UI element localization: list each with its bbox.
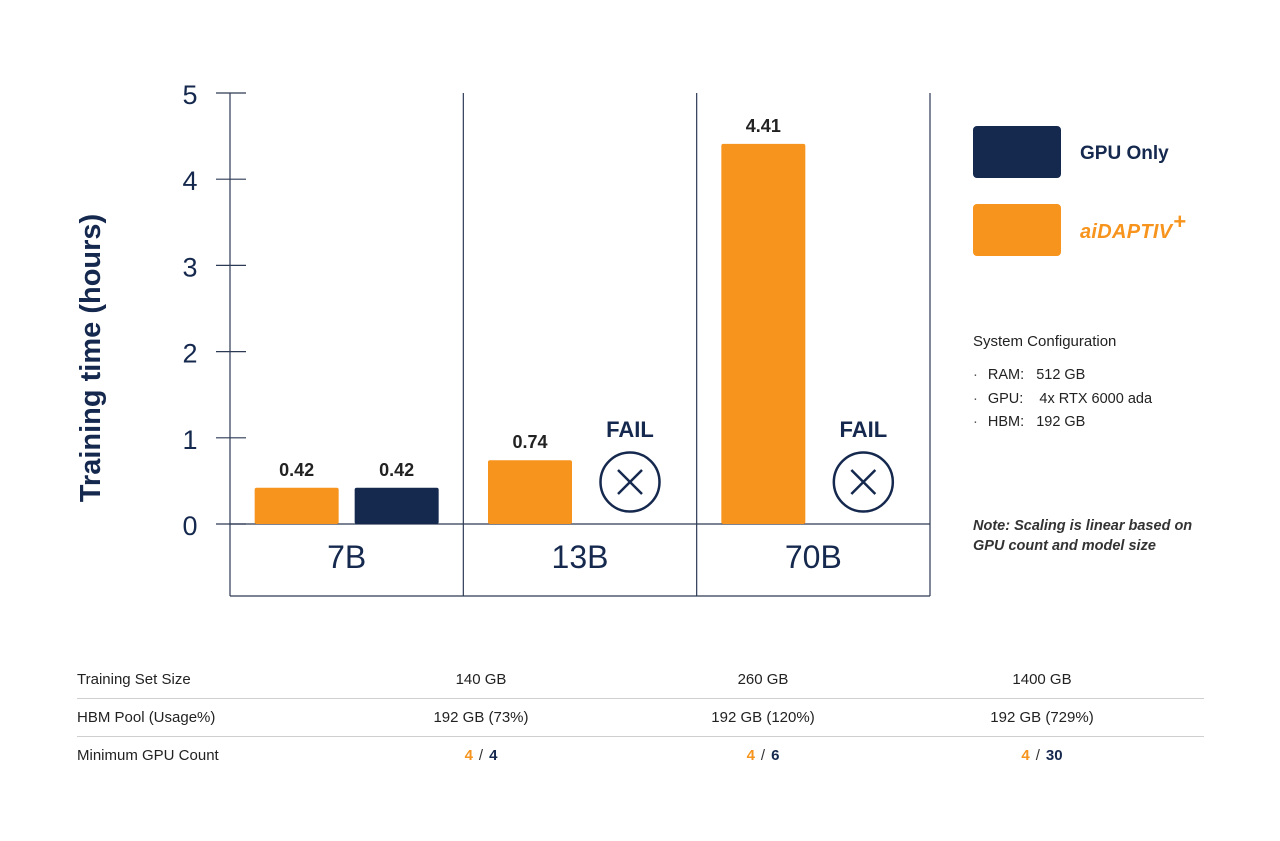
fail-label: FAIL — [606, 417, 654, 442]
cell-13b: 260 GB — [737, 671, 789, 688]
table-row: Minimum GPU Count 4 / 4 4 / 6 4 / 30 — [77, 737, 1204, 774]
scaling-note: Note: Scaling is linear based on GPU cou… — [973, 518, 1193, 554]
system-config-ram: · RAM: 512 GB — [973, 367, 1085, 383]
aidaptiv-logo-plus: + — [1173, 209, 1187, 234]
bar — [488, 460, 572, 524]
category-label: 13B — [552, 539, 609, 575]
aidaptiv-logo-text: aiDAPTIV — [1080, 221, 1173, 243]
y-tick-label: 1 — [182, 425, 197, 455]
chart: Training time (hours) 0 1 2 3 4 5 7B 13B 70B 0.42… — [75, 80, 931, 597]
y-tick-label: 4 — [182, 166, 197, 196]
cell-13b: 192 GB (120%) — [711, 709, 815, 726]
cell-7b: 140 GB — [455, 671, 507, 688]
gpu-count-7b: 4 / 4 — [381, 747, 581, 764]
legend-label-gpu-only: GPU Only — [1080, 143, 1169, 164]
row-label: Training Set Size — [77, 671, 191, 688]
bar — [354, 487, 439, 524]
fail-label: FAIL — [839, 417, 887, 442]
fail-icon — [599, 451, 661, 513]
system-config-title: System Configuration — [973, 333, 1117, 350]
legend-swatch-gpu-only — [973, 126, 1061, 178]
gpu-label: GPU: — [987, 391, 1024, 407]
row-label: HBM Pool (Usage%) — [77, 709, 216, 726]
table-row: Training Set Size 140 GB 260 GB 1400 GB — [77, 661, 1204, 699]
fail-icon-stroke — [617, 469, 643, 495]
ram-label: RAM: — [987, 367, 1025, 383]
cell-7b: 192 GB (73%) — [433, 709, 529, 726]
hbm-label: HBM: — [987, 414, 1025, 430]
separator: / — [478, 747, 484, 764]
cell-70b: 192 GB (729%) — [990, 709, 1094, 726]
system-config-hbm: · HBM: 192 GB — [973, 414, 1085, 430]
y-tick-label: 0 — [182, 511, 197, 541]
separator: / — [1035, 747, 1040, 764]
y-tick-label: 2 — [182, 339, 197, 369]
y-axis-label: Training time (hours) — [75, 214, 107, 502]
fail-icon — [832, 451, 895, 513]
gpu-count-13b: 4 / 6 — [663, 747, 863, 764]
data-label: 0.42 — [379, 460, 414, 480]
bullet-icon: · — [973, 367, 978, 383]
gpu-count-gpu-only: 4 — [489, 747, 498, 764]
gpu-count-aidaptiv: 4 — [1021, 747, 1030, 764]
stats-table: Training Set Size 140 GB 260 GB 1400 GB … — [77, 661, 1204, 774]
gpu-count-gpu-only: 30 — [1045, 747, 1063, 764]
category-label: 70B — [785, 539, 842, 575]
aidaptiv-logo: aiDAPTIV + — [1080, 209, 1186, 244]
table-row: HBM Pool (Usage%) 192 GB (73%) 192 GB (1… — [77, 699, 1204, 737]
hbm-value: 192 GB — [1036, 414, 1086, 430]
bullet-icon: · — [973, 414, 978, 430]
bar — [721, 143, 806, 524]
fail-icon-stroke — [850, 469, 877, 495]
y-tick-label: 3 — [182, 252, 197, 282]
ram-value: 512 GB — [1036, 367, 1086, 383]
category-label: 7B — [327, 539, 366, 575]
y-tick-label: 5 — [182, 80, 197, 110]
legend-swatch-aidaptiv — [973, 204, 1061, 256]
bullet-icon: · — [973, 391, 978, 407]
gpu-count-gpu-only: 6 — [771, 747, 780, 764]
gpu-count-aidaptiv: 4 — [464, 747, 473, 764]
gpu-count-aidaptiv: 4 — [746, 747, 755, 764]
gpu-count-70b: 4 / 30 — [942, 747, 1142, 764]
system-config-gpu: · GPU: 4x RTX 6000 ada — [973, 391, 1152, 407]
data-label: 0.74 — [512, 432, 547, 452]
separator: / — [760, 747, 766, 764]
cell-70b: 1400 GB — [1012, 671, 1072, 688]
data-label: 4.41 — [746, 116, 781, 136]
bar — [254, 487, 339, 524]
data-label: 0.42 — [279, 460, 314, 480]
gpu-value: 4x RTX 6000 ada — [1039, 391, 1153, 407]
row-label: Minimum GPU Count — [77, 747, 219, 764]
